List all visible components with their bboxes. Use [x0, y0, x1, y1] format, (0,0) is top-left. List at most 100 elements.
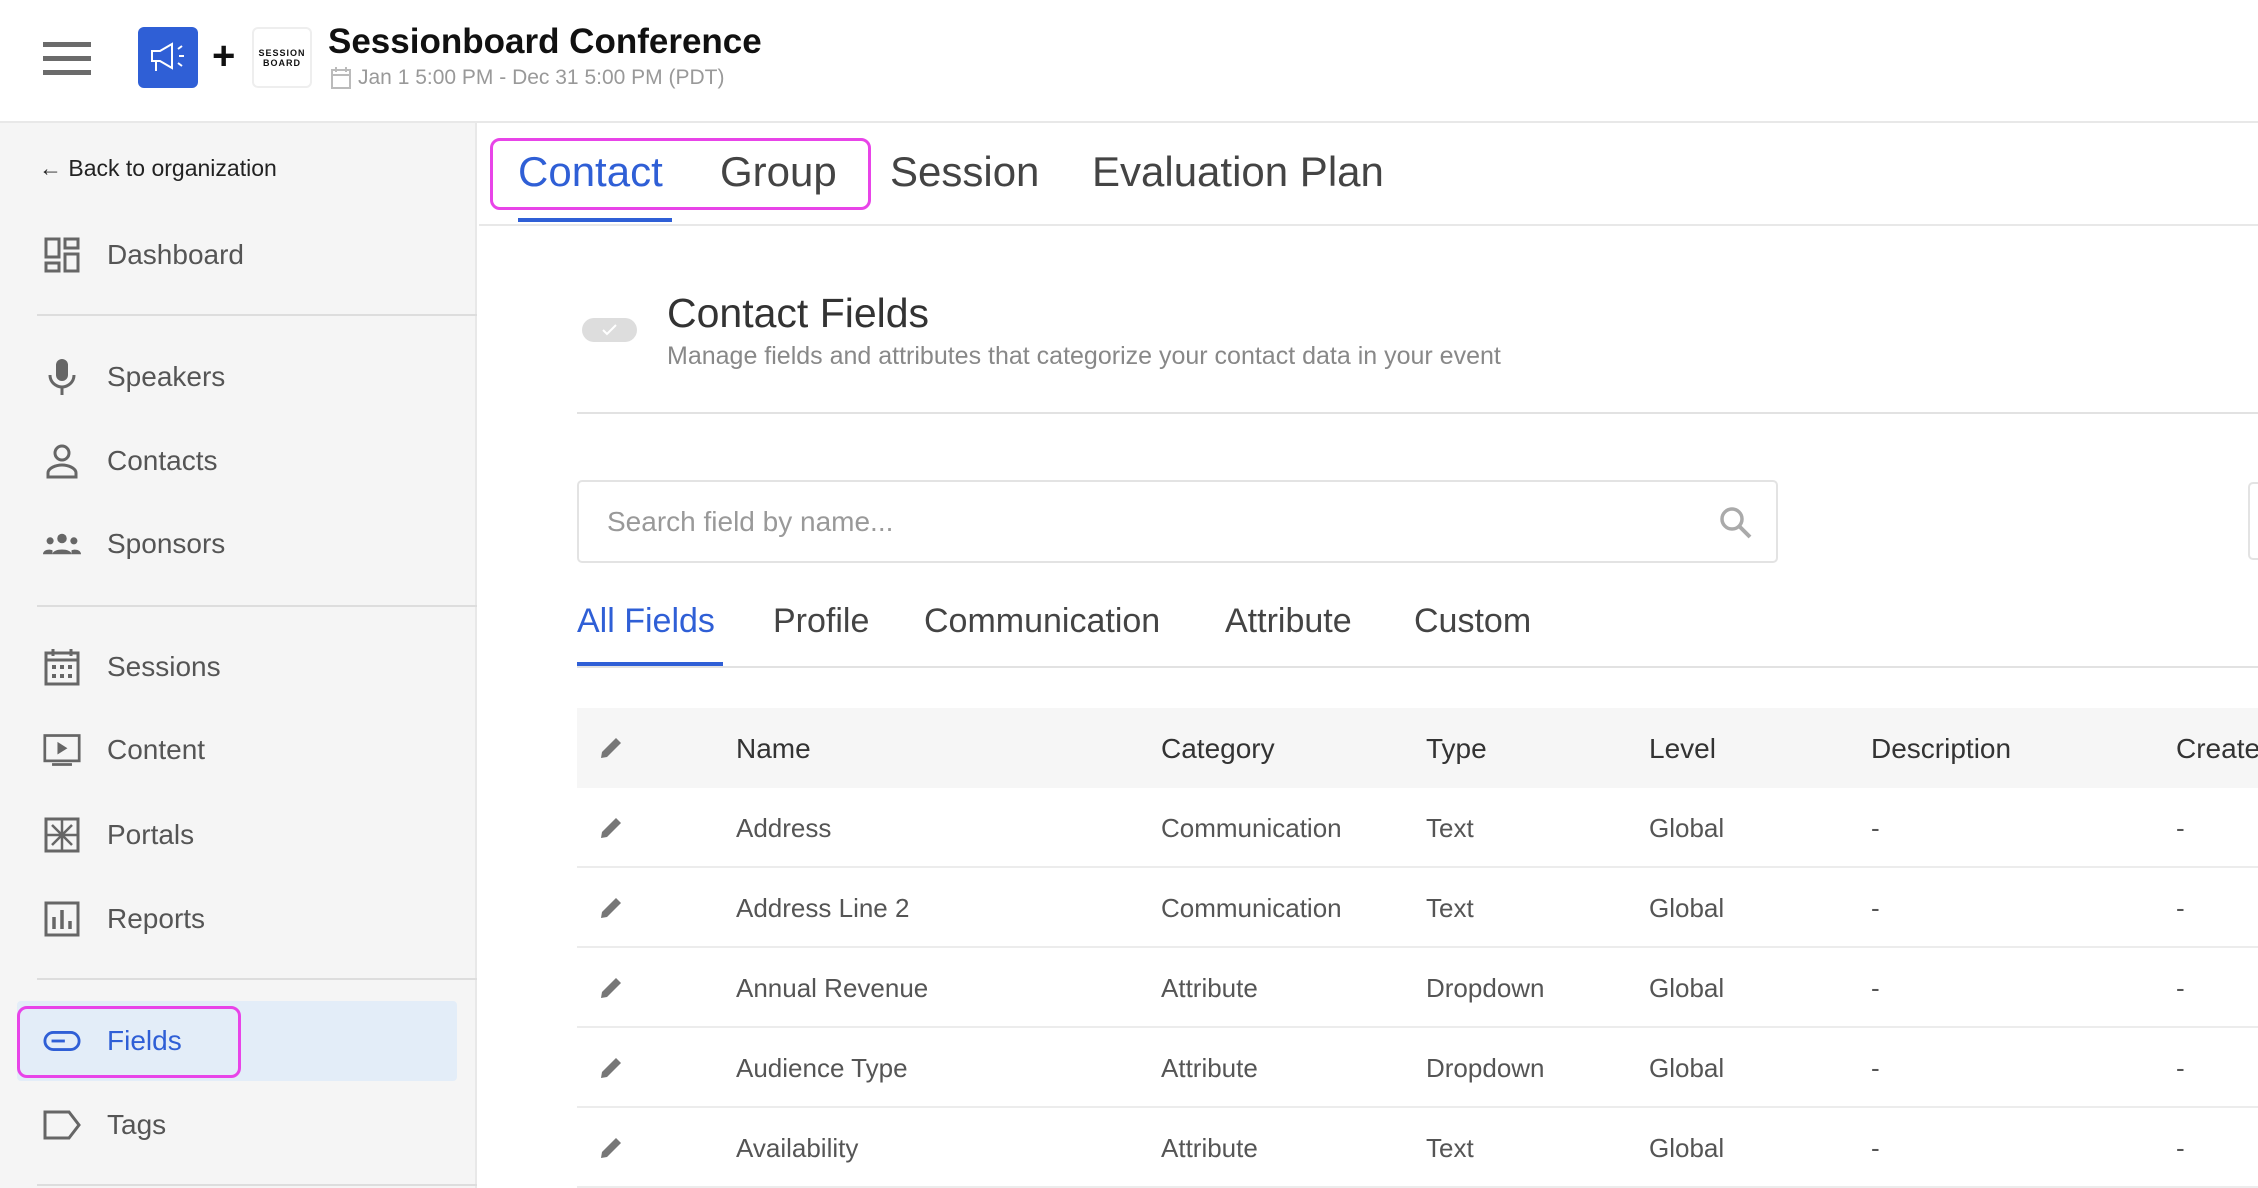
- tab-contact[interactable]: Contact: [518, 148, 663, 195]
- edit-icon[interactable]: [597, 814, 625, 847]
- table-header: [577, 708, 2258, 788]
- column-header[interactable]: Type: [1426, 733, 1487, 764]
- active-subtab-underline: [577, 662, 723, 666]
- table-cell: Availability: [736, 1133, 859, 1163]
- table-cell: Global: [1649, 973, 1725, 1003]
- table-row[interactable]: [577, 788, 2258, 868]
- table-cell: -: [1871, 1133, 1880, 1163]
- table-row[interactable]: [577, 948, 2258, 1028]
- sidebar-item-sponsors[interactable]: Sponsors: [43, 524, 225, 564]
- label: Dashboard: [107, 239, 244, 270]
- sidebar-item-portals[interactable]: Portals: [43, 815, 194, 855]
- label: Contacts: [107, 445, 218, 476]
- table-cell: Global: [1649, 1133, 1725, 1163]
- table-cell: Address: [736, 813, 832, 843]
- megaphone-icon: [151, 41, 184, 71]
- divider: [577, 412, 2258, 414]
- section-toggle[interactable]: [582, 318, 637, 342]
- table-cell: -: [2176, 813, 2185, 843]
- edit-icon: [597, 734, 625, 767]
- table-row[interactable]: [577, 1108, 2258, 1188]
- top-header: + SESSION BOARD Sessionboard Conference J…: [0, 0, 2258, 123]
- hamburger-menu-icon[interactable]: [43, 42, 91, 76]
- sidebar-item-fields[interactable]: Fields: [43, 1021, 182, 1061]
- label: Tags: [107, 1109, 167, 1140]
- back-label: Back to organization: [68, 155, 277, 181]
- back-to-organization-link[interactable]: ← Back to organization: [39, 155, 277, 181]
- highlight-box-tabs: [490, 138, 871, 210]
- table-cell: Address Line 2: [736, 893, 910, 923]
- sidebar-item-dashboard[interactable]: Dashboard: [43, 235, 244, 275]
- table-cell: -: [1871, 893, 1880, 923]
- section-subtitle: Manage fields and attributes that catego…: [667, 342, 1501, 370]
- subtab-all-fields[interactable]: All Fields: [577, 602, 715, 640]
- date-range: Jan 1 5:00 PM - Dec 31 5:00 PM (PDT): [358, 66, 725, 89]
- tab-evaluation-plan[interactable]: Evaluation Plan: [1092, 148, 1384, 195]
- tab-group[interactable]: Group: [720, 148, 837, 195]
- table-row[interactable]: [577, 868, 2258, 948]
- table-cell: Global: [1649, 813, 1725, 843]
- edit-icon[interactable]: [597, 1054, 625, 1087]
- table-cell: Attribute: [1161, 973, 1258, 1003]
- sidebar-item-reports[interactable]: Reports: [43, 899, 205, 939]
- sidebar-item-contacts[interactable]: Contacts: [43, 441, 218, 481]
- table-cell: Global: [1649, 893, 1725, 923]
- sidebar-item-speakers[interactable]: Speakers: [43, 357, 225, 397]
- table-row[interactable]: [577, 1028, 2258, 1108]
- partial-button[interactable]: [2248, 482, 2258, 560]
- toggle-icon: [43, 1022, 81, 1060]
- label: Reports: [107, 903, 206, 934]
- sidebar-item-tags[interactable]: Tags: [43, 1105, 166, 1145]
- play-icon: [43, 731, 81, 769]
- table-cell: Communication: [1161, 893, 1342, 923]
- portal-icon: [43, 816, 81, 854]
- table-cell: Text: [1426, 1133, 1474, 1163]
- column-header[interactable]: Create: [2176, 733, 2258, 764]
- divider: [37, 605, 477, 607]
- highlight-box-fields: [17, 1006, 241, 1078]
- column-header[interactable]: Name: [736, 733, 811, 764]
- edit-icon[interactable]: [597, 894, 625, 927]
- active-tab-underline: [518, 218, 672, 222]
- subtabs-border: [577, 666, 2258, 668]
- calendar-icon: [43, 648, 81, 686]
- column-header[interactable]: Category: [1161, 733, 1275, 764]
- table-cell: -: [2176, 1053, 2185, 1083]
- sessionboard-logo: SESSION BOARD: [252, 27, 312, 88]
- table-cell: Annual Revenue: [736, 973, 929, 1003]
- table-cell: Dropdown: [1426, 973, 1545, 1003]
- group-icon: [43, 525, 81, 563]
- subtab-custom[interactable]: Custom: [1414, 602, 1532, 640]
- table-cell: Dropdown: [1426, 1053, 1545, 1083]
- table-cell: Communication: [1161, 813, 1342, 843]
- label: Portals: [107, 819, 195, 850]
- event-title: Sessionboard Conference: [328, 22, 762, 61]
- sidebar-item-content[interactable]: Content: [43, 730, 205, 770]
- tab-session[interactable]: Session: [890, 148, 1040, 195]
- table-cell: Attribute: [1161, 1053, 1258, 1083]
- subtab-attribute[interactable]: Attribute: [1225, 602, 1352, 640]
- tabs-border: [479, 224, 2258, 226]
- table-cell: -: [1871, 813, 1880, 843]
- search-input[interactable]: Search field by name...: [577, 480, 1778, 563]
- edit-icon[interactable]: [597, 1134, 625, 1167]
- subtab-communication[interactable]: Communication: [924, 602, 1161, 640]
- table-cell: -: [2176, 973, 2185, 1003]
- table-cell: Attribute: [1161, 1133, 1258, 1163]
- dashboard-icon: [43, 236, 81, 274]
- edit-icon[interactable]: [597, 974, 625, 1007]
- column-header[interactable]: Description: [1871, 733, 2012, 764]
- table-cell: -: [1871, 973, 1880, 1003]
- person-icon: [43, 442, 81, 480]
- label: Content: [107, 734, 206, 765]
- calendar-icon: [331, 67, 351, 89]
- table-cell: Audience Type: [736, 1053, 908, 1083]
- event-logo: [138, 27, 198, 88]
- subtab-profile[interactable]: Profile: [773, 602, 870, 640]
- column-header[interactable]: Level: [1649, 733, 1716, 764]
- table-cell: Global: [1649, 1053, 1725, 1083]
- search-icon[interactable]: [1717, 504, 1755, 542]
- sidebar-item-sessions[interactable]: Sessions: [43, 647, 221, 687]
- divider: [37, 978, 477, 980]
- microphone-icon: [43, 358, 81, 396]
